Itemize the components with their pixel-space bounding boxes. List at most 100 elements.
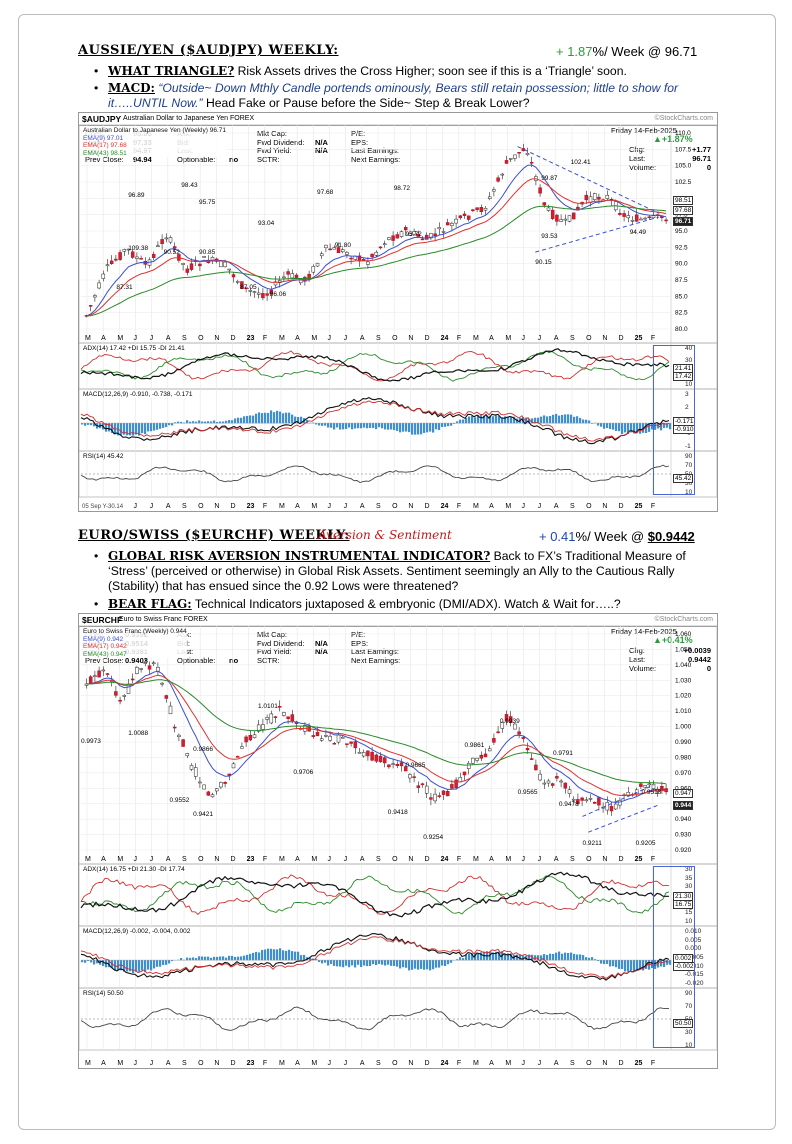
month-label-bottom: N: [408, 1060, 413, 1067]
quote-last-v: 96.71: [692, 154, 711, 163]
month-label-bottom: J: [522, 1060, 526, 1067]
rsi-line: [80, 464, 670, 483]
month-label-bottom: S: [570, 503, 575, 510]
rsi-axis-label: 90: [685, 990, 693, 997]
month-label: J: [538, 856, 542, 863]
month-label-bottom: J: [134, 503, 138, 510]
month-gridlines: [86, 125, 654, 497]
price-candles: [84, 657, 668, 816]
quote-prev-l: Prev Close:: [85, 154, 124, 164]
plus-di-line: [80, 350, 670, 382]
chart-symbol: $EURCHF: [82, 615, 123, 625]
macd-axis-label: 0.000: [685, 945, 702, 953]
bullet-text: Back to FX’s Traditional Measure of ‘Str…: [108, 549, 686, 593]
month-label: A: [295, 335, 300, 342]
quote-eps: EPS:: [351, 137, 369, 147]
rsi-axis-label: 90: [685, 453, 693, 460]
quote-mktcap: Mkt Cap:: [257, 630, 288, 639]
month-label: M: [473, 856, 479, 863]
bullet-dot: •: [94, 597, 99, 611]
month-label-bottom: S: [376, 1060, 381, 1067]
quote-optionable: Optionable:: [177, 655, 216, 665]
quote-fwd-yld: Fwd Yield:: [257, 146, 292, 155]
month-label-bottom: M: [505, 503, 511, 510]
month-label: M: [279, 856, 285, 863]
month-label: A: [166, 856, 171, 863]
legend-entry: EMA(9) 0.942: [83, 635, 124, 643]
quote-next-earn: Next Earnings:: [351, 154, 401, 164]
rsi-value-tag: 50.50: [673, 1019, 694, 1028]
month-label: A: [360, 335, 365, 342]
price-annotation: 93.72: [405, 231, 422, 238]
bottom-date-label: 05 Sep Y-30.14: [82, 504, 124, 510]
month-label-bottom: J: [134, 1060, 138, 1067]
price-annotation: 0.9973: [81, 738, 101, 746]
triangle-trendline: [588, 804, 660, 833]
price-pane: [79, 625, 717, 865]
price-legend: Euro to Swiss Franc (Weekly) 0.944 EMA(9)…: [83, 628, 187, 658]
month-label: D: [619, 335, 624, 342]
month-label: J: [328, 856, 332, 863]
price-annotation: 0.9254: [423, 834, 444, 842]
plus-di-line: [81, 875, 670, 915]
legend-entry: EMA(43) 98.51: [83, 149, 127, 157]
month-label-bottom: O: [392, 503, 398, 510]
price-axis-label: 1.060: [675, 631, 692, 638]
chart-audjpy: $AUDJPY Australian Dollar to Japanese Yen…: [78, 112, 718, 512]
price-annotation: 98.72: [393, 185, 410, 193]
adx-value-tag: 17.42: [673, 371, 694, 381]
quote-sctr: SCTR:: [257, 655, 280, 665]
macd-pane: [79, 388, 717, 452]
month-label: M: [505, 856, 511, 863]
adx-axis-label: 10: [685, 381, 693, 388]
month-label-bottom: O: [198, 503, 204, 510]
ema-9-line: [86, 164, 667, 317]
month-label-bottom: M: [473, 503, 479, 510]
month-label: J: [150, 335, 154, 342]
month-label: N: [602, 856, 607, 863]
month-label: F: [263, 335, 267, 342]
price-annotation: 0.9421: [193, 810, 213, 818]
quote-eps: EPS:: [351, 638, 369, 648]
price-annotation: 0.9866: [193, 745, 213, 753]
month-label-bottom: N: [602, 1060, 607, 1067]
adx-axis-label: 15: [685, 909, 693, 917]
price-axis-label: 1.050: [675, 646, 692, 653]
rsi-axis-label: 10: [685, 489, 693, 496]
price-candles: [84, 143, 668, 318]
ema-17-line: [86, 178, 667, 317]
month-label: O: [586, 856, 592, 863]
month-label: J: [344, 856, 348, 863]
adx-label: ADX(14) 17.42 +DI 15.75 -DI 21.41: [83, 345, 185, 352]
adx-axis-label: 30: [685, 866, 693, 873]
triangle-trendline: [517, 146, 660, 214]
month-label: M: [311, 335, 317, 342]
quote-next-earn: Next Earnings:: [351, 655, 401, 665]
month-label: D: [231, 856, 236, 863]
month-label: D: [425, 856, 430, 863]
month-label: S: [182, 335, 187, 342]
month-label: F: [457, 335, 461, 342]
month-label: M: [505, 335, 511, 342]
month-label: 23: [247, 856, 255, 863]
weekly-change-eurchf: + 0.41: [539, 529, 576, 544]
price-tag: 98.51: [673, 195, 694, 205]
macd-axis-label: -1: [685, 443, 691, 450]
price-axis-label: 0.980: [675, 754, 692, 761]
adx-label: ADX(14) 16.75 +DI 21.30 -DI 17.74: [83, 866, 185, 873]
month-label: 25: [635, 335, 643, 342]
chart-canvas: M A M J J A S O N D 23 F M A M J J A S O N D 24 F M A M J J A S O N D 25 FJ…: [79, 124, 717, 510]
weekly-change-audjpy: + 1.87: [556, 44, 593, 59]
month-label-bottom: F: [651, 503, 655, 510]
price-annotation: 90.85: [199, 248, 216, 256]
bullet-dot: •: [94, 549, 99, 563]
month-label-bottom: N: [408, 503, 413, 510]
price-annotation: 98.43: [181, 181, 198, 189]
month-label-bottom: M: [505, 1060, 511, 1067]
month-label-bottom: M: [117, 1060, 123, 1067]
month-label: M: [279, 335, 285, 342]
price-tag: 96.71: [673, 216, 694, 226]
month-label: 24: [441, 335, 449, 342]
macd-label: MACD(12,26,9) -0.910, -0.738, -0.171: [83, 391, 193, 398]
month-label: J: [134, 856, 138, 863]
